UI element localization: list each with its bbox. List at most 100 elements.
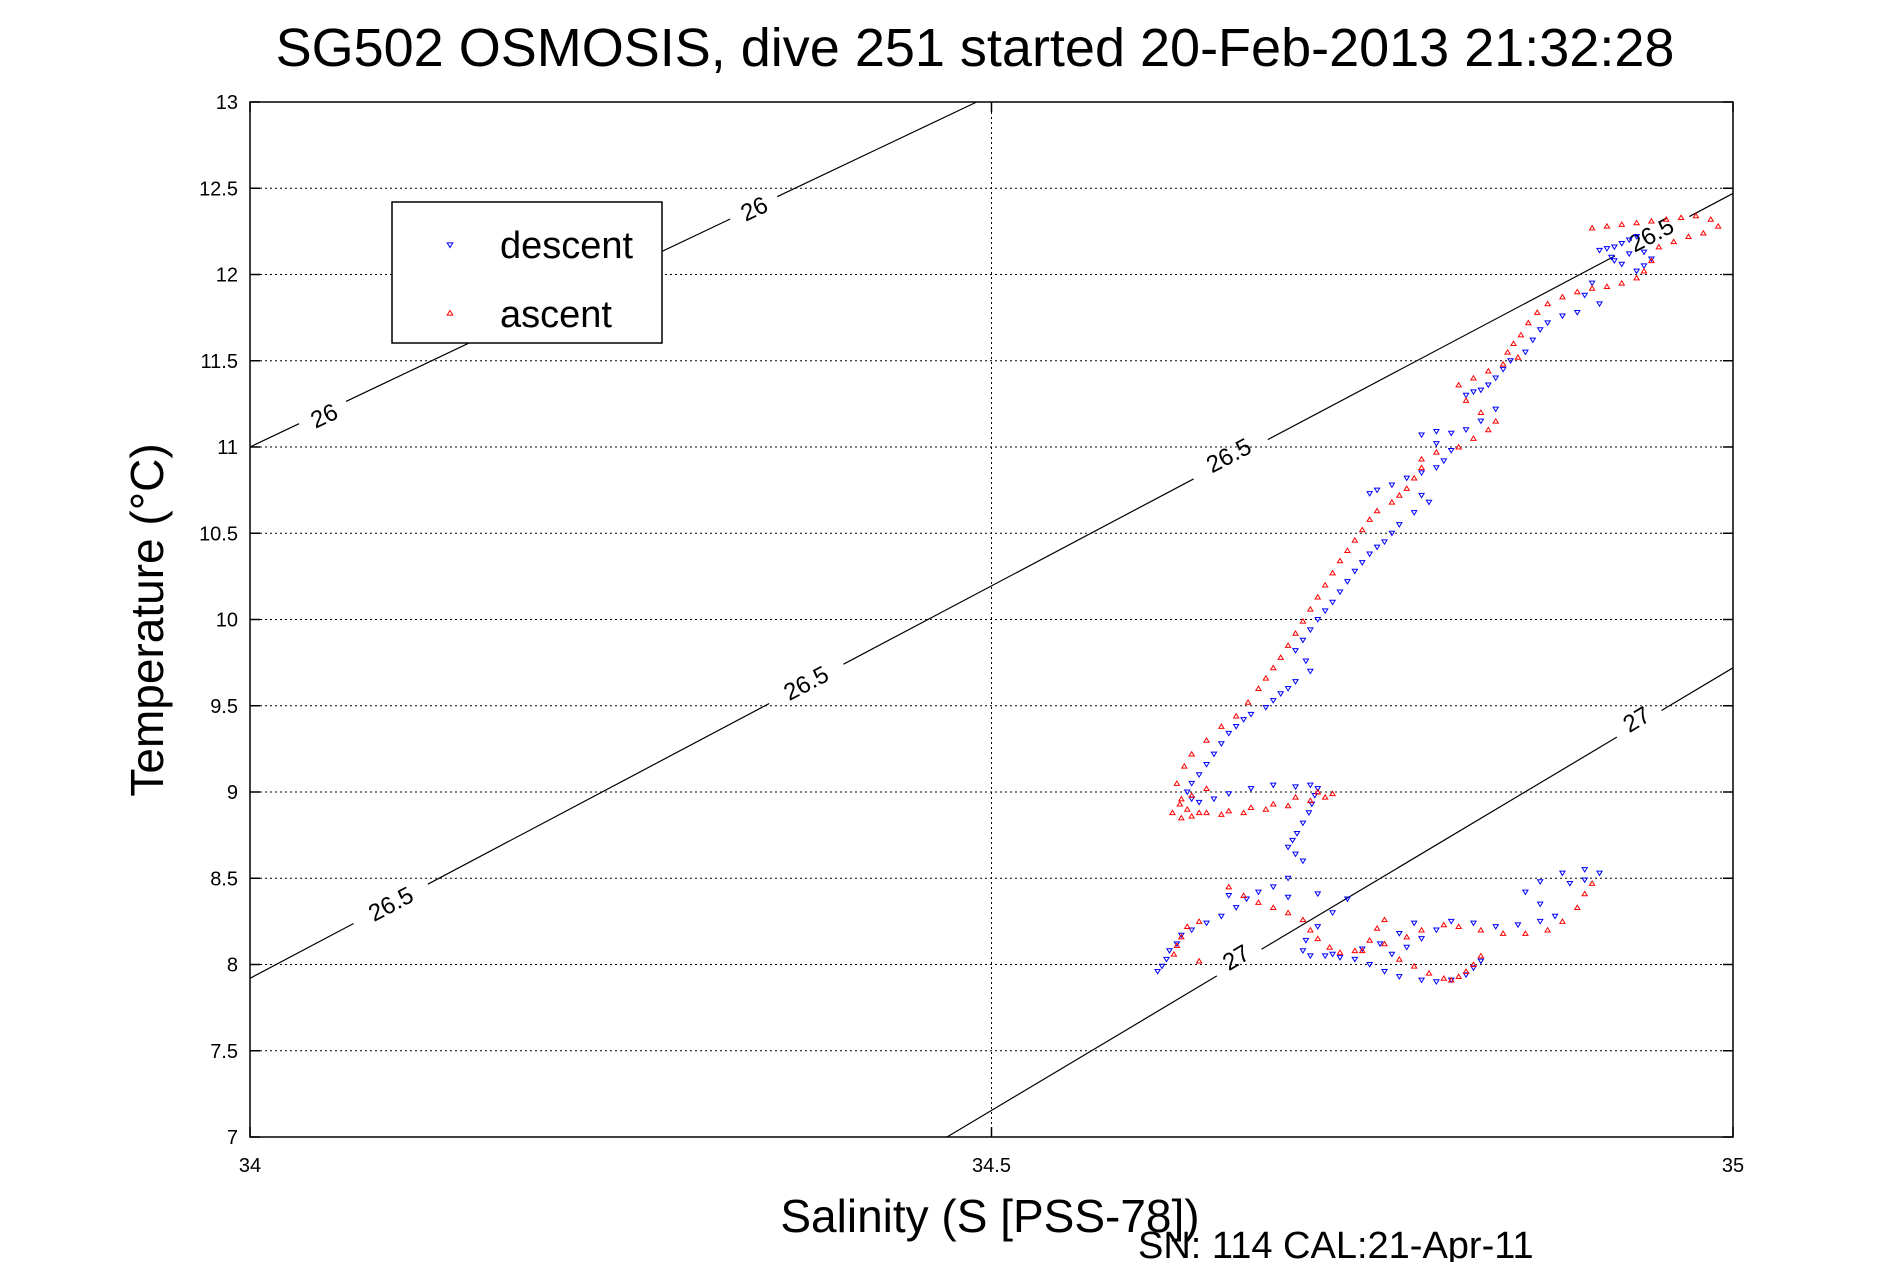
ascent-point [1177,795,1185,802]
descent-point [1225,893,1233,899]
x-tick-label: 35 [1722,1155,1744,1177]
descent-point [1293,830,1301,837]
ascent-point [1418,464,1426,471]
ascent-point [1203,736,1211,743]
descent-point [1351,956,1359,963]
descent-point [1447,430,1455,437]
descent-point [1536,879,1544,886]
descent-point [1158,963,1166,970]
ascent-point [1517,331,1525,338]
x-tick-label: 34 [239,1155,261,1177]
x-axis-ticks: 34 34.5 35 [239,102,1744,1177]
ascent-point [1326,943,1334,950]
descent-point [1306,627,1314,634]
descent-point [1243,896,1251,903]
ascent-point [1484,426,1492,433]
descent-point [1596,870,1604,877]
ascent-point [1395,491,1403,498]
ascent-point [1403,933,1411,940]
contour-line [249,922,354,979]
ascent-point [1544,300,1552,307]
contour-line [249,423,300,448]
ascent-point [1499,930,1507,936]
descent-point [1314,617,1322,623]
ascent-point [1477,952,1485,959]
descent-point [1447,448,1455,454]
ascent-point [1573,288,1581,295]
descent-point [1154,968,1162,975]
descent-point [1284,894,1292,901]
descent-point [1366,491,1374,497]
descent-point [1529,337,1537,344]
descent-point [1447,918,1455,925]
descent-point [1314,891,1322,898]
ascent-point [1373,924,1381,931]
legend-ascent-symbol [446,309,454,316]
contour-line [1261,736,1618,950]
ascent-point [1588,880,1596,886]
ascent-point [1633,219,1641,226]
descent-point [1521,889,1529,896]
ascent-point [1462,968,1470,974]
descent-point [1395,522,1403,528]
descent-point [1588,280,1596,287]
descent-point [1432,927,1440,934]
ascent-point [1633,274,1641,281]
descent-point [1329,599,1337,606]
descent-point [1603,246,1611,252]
descent-point [1514,922,1522,929]
ascent-point [1173,780,1181,786]
ascent-point [1588,284,1596,291]
ascent-point [1366,937,1374,943]
contour-line [776,101,977,198]
legend-descent-symbol [446,242,454,249]
descent-point [1225,730,1233,737]
descent-point [1376,941,1384,948]
ascent-point [1284,642,1292,648]
contour-label: 26 [737,191,773,227]
descent-point [1373,487,1381,494]
legend: descent ascent [391,201,663,344]
ascent-point [1510,340,1518,346]
ascent-point [1306,797,1314,804]
x-axis-label: Salinity (S [PSS-78]) [780,1190,1199,1242]
ascent-point [1225,883,1233,890]
ascent-point [1203,785,1211,791]
descent-point [1217,741,1225,748]
contour-line [843,478,1194,665]
descent-point [1521,349,1529,356]
descent-point [1418,936,1426,942]
legend-descent-label: descent [500,225,634,267]
descent-point [1366,962,1374,968]
descent-point [1499,366,1507,373]
descent-point [1477,958,1485,965]
descent-point [1336,589,1344,596]
ascent-point [1329,790,1337,797]
ascent-point [1168,809,1176,816]
ascent-point [1269,904,1277,911]
descent-point [1558,313,1566,320]
descent-point [1395,974,1403,980]
ascent-point [1418,926,1426,933]
descent-point [1232,905,1240,911]
ascent-point [1358,947,1366,954]
descent-point [1329,910,1337,917]
descent-point [1343,579,1351,585]
ascent-point [1195,918,1203,924]
ascent-point [1176,800,1184,807]
legend-box [391,201,663,344]
descent-point [1596,301,1604,308]
contour-line [1689,192,1734,218]
descent-point [1462,392,1470,399]
descent-point [1573,310,1581,316]
ascent-point [1655,243,1663,250]
ascent-point [1388,498,1396,505]
descent-point [1351,568,1359,575]
ascent-point [1284,802,1292,809]
descent-point [1633,268,1641,275]
ascent-point [1188,792,1196,798]
y-tick-label: 9 [227,782,238,804]
contour-label: 26.5 [364,882,418,928]
ascent-point [1183,923,1191,929]
descent-point [1292,851,1300,858]
